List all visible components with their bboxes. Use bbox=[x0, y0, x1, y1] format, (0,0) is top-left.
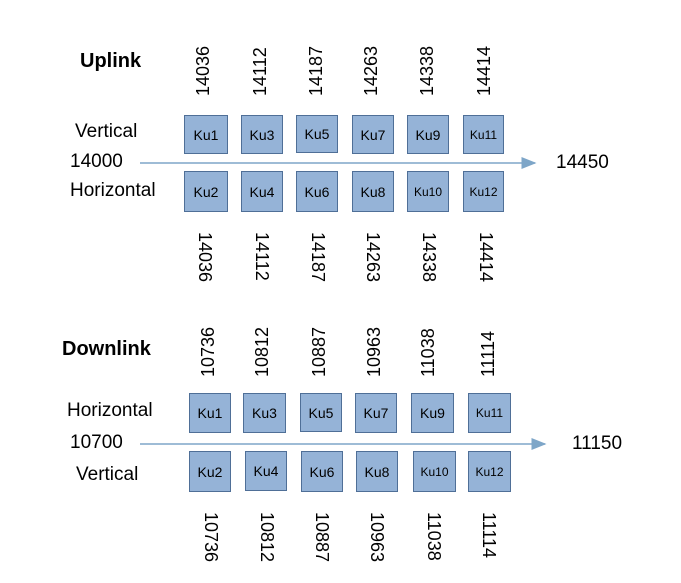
downlink-vertical-label: Vertical bbox=[76, 464, 139, 485]
downlink-channel-box: Ku6 bbox=[301, 451, 343, 492]
uplink-channel-box: Ku8 bbox=[352, 171, 394, 212]
downlink-channel-box: Ku11 bbox=[468, 393, 511, 433]
uplink-channel-box: Ku12 bbox=[463, 171, 504, 212]
uplink-channel-box: Ku4 bbox=[241, 171, 283, 212]
downlink-channel-box: Ku8 bbox=[356, 451, 398, 492]
downlink-channel-box: Ku7 bbox=[355, 393, 397, 433]
uplink-channel-box: Ku11 bbox=[463, 115, 504, 154]
uplink-channel-box: Ku7 bbox=[352, 115, 394, 154]
downlink-channel-box: Ku3 bbox=[243, 393, 286, 433]
downlink-channel-box: Ku4 bbox=[245, 451, 287, 491]
uplink-channel-box: Ku1 bbox=[184, 115, 228, 154]
uplink-channel-box: Ku9 bbox=[407, 115, 449, 154]
uplink-vertical-label: Vertical bbox=[75, 121, 138, 142]
uplink-channel-box: Ku3 bbox=[241, 115, 283, 154]
downlink-channel-box: Ku1 bbox=[189, 393, 231, 433]
downlink-title: Downlink bbox=[62, 338, 151, 360]
uplink-horizontal-label: Horizontal bbox=[70, 180, 156, 201]
downlink-channel-box: Ku5 bbox=[300, 393, 342, 432]
downlink-horizontal-label: Horizontal bbox=[67, 400, 153, 421]
uplink-channel-box: Ku5 bbox=[296, 115, 338, 153]
uplink-channel-box: Ku10 bbox=[407, 171, 449, 212]
uplink-channel-box: Ku6 bbox=[296, 171, 338, 212]
uplink-start-freq: 14000 bbox=[70, 151, 123, 172]
downlink-start-freq: 10700 bbox=[70, 432, 123, 453]
uplink-end-freq: 14450 bbox=[556, 152, 609, 173]
downlink-channel-box: Ku10 bbox=[413, 451, 456, 492]
downlink-end-freq: 11150 bbox=[572, 433, 623, 454]
downlink-channel-box: Ku12 bbox=[468, 451, 511, 492]
downlink-channel-box: Ku2 bbox=[189, 451, 231, 492]
uplink-channel-box: Ku2 bbox=[184, 171, 228, 212]
downlink-channel-box: Ku9 bbox=[411, 393, 454, 433]
uplink-title: Uplink bbox=[80, 50, 142, 72]
